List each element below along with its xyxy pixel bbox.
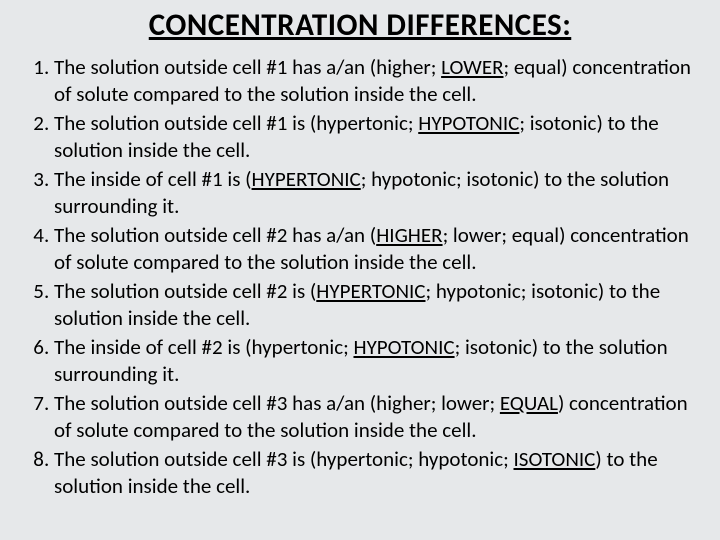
- question-pre-text: The solution outside cell #2 is (: [54, 278, 316, 304]
- question-pre-text: The solution outside cell #1 is (hyperto…: [54, 110, 418, 136]
- question-pre-text: The solution outside cell #1 has a/an (h…: [54, 54, 441, 80]
- question-answer: EQUAL: [500, 390, 558, 416]
- question-answer: HYPOTONIC: [418, 110, 519, 136]
- question-answer: HIGHER: [376, 222, 442, 248]
- question-item: The inside of cell #2 is (hypertonic; HY…: [54, 334, 696, 388]
- question-pre-text: The inside of cell #1 is (: [54, 166, 252, 192]
- question-pre-text: The solution outside cell #3 is (hyperto…: [54, 446, 514, 472]
- question-item: The solution outside cell #3 is (hyperto…: [54, 446, 696, 500]
- question-answer: HYPERTONIC: [252, 166, 361, 192]
- question-answer: HYPERTONIC: [316, 278, 425, 304]
- question-item: The solution outside cell #1 is (hyperto…: [54, 110, 696, 164]
- question-item: The solution outside cell #2 has a/an (H…: [54, 222, 696, 276]
- question-answer: ISOTONIC: [514, 446, 596, 472]
- question-item: The inside of cell #1 is (HYPERTONIC; hy…: [54, 166, 696, 220]
- question-pre-text: The solution outside cell #2 has a/an (: [54, 222, 376, 248]
- question-answer: HYPOTONIC: [353, 334, 454, 360]
- page-title: CONCENTRATION DIFFERENCES:: [24, 6, 696, 44]
- question-answer: LOWER: [441, 54, 503, 80]
- question-item: The solution outside cell #2 is (HYPERTO…: [54, 278, 696, 332]
- question-list: The solution outside cell #1 has a/an (h…: [24, 54, 696, 500]
- question-item: The solution outside cell #1 has a/an (h…: [54, 54, 696, 108]
- question-item: The solution outside cell #3 has a/an (h…: [54, 390, 696, 444]
- question-pre-text: The solution outside cell #3 has a/an (h…: [54, 390, 500, 416]
- question-pre-text: The inside of cell #2 is (hypertonic;: [54, 334, 353, 360]
